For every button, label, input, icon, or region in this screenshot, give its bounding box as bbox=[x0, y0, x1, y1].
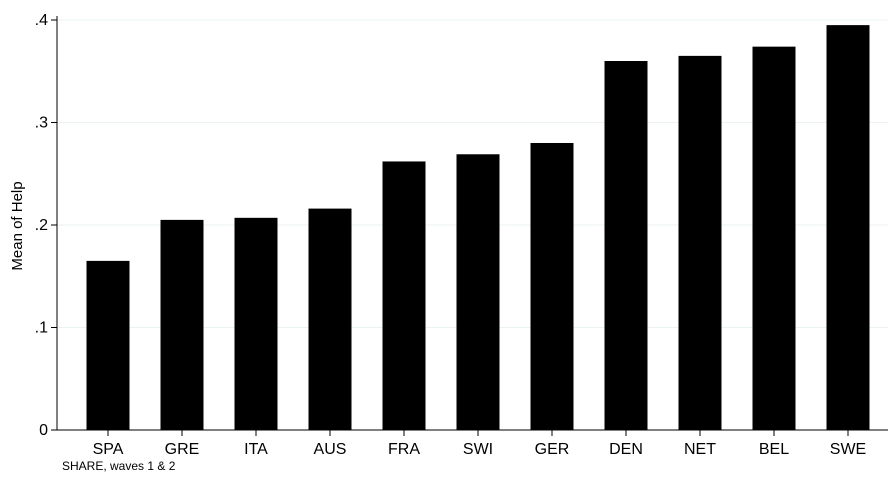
bar-gre bbox=[160, 219, 204, 430]
bar-net bbox=[678, 55, 722, 430]
y-tick-label: 0 bbox=[39, 422, 48, 439]
source-note: SHARE, waves 1 & 2 bbox=[62, 459, 176, 473]
y-tick-label: .3 bbox=[35, 115, 48, 132]
x-tick-label-swi: SWI bbox=[463, 441, 493, 458]
y-tick-label: .2 bbox=[35, 217, 48, 234]
x-tick-label-aus: AUS bbox=[314, 441, 347, 458]
y-tick-label: .1 bbox=[35, 320, 48, 337]
x-tick-label-den: DEN bbox=[609, 441, 643, 458]
bar-ger bbox=[530, 143, 574, 430]
bar-aus bbox=[308, 208, 352, 430]
x-tick-label-fra: FRA bbox=[388, 441, 420, 458]
y-axis-title: Mean of Help bbox=[9, 181, 26, 270]
x-tick-label-swe: SWE bbox=[830, 441, 866, 458]
bar-swe bbox=[826, 25, 870, 430]
y-tick-label: .4 bbox=[35, 12, 48, 29]
bar-den bbox=[604, 61, 648, 430]
x-tick-label-spa: SPA bbox=[93, 441, 124, 458]
bar-bel bbox=[752, 46, 796, 431]
x-tick-label-bel: BEL bbox=[759, 441, 789, 458]
x-tick-label-ita: ITA bbox=[244, 441, 268, 458]
bar-layer bbox=[86, 25, 870, 431]
bar-spa bbox=[86, 260, 130, 430]
label-layer: 0 .1 .2 .3 .4 SPA GRE ITA AUS FRA SWI GER DEN NET BEL S… bbox=[35, 12, 867, 458]
bar-ita bbox=[234, 217, 278, 430]
x-tick-label-ger: GER bbox=[535, 441, 570, 458]
bar-fra bbox=[382, 161, 426, 430]
x-tick-label-gre: GRE bbox=[165, 441, 200, 458]
bar-swi bbox=[456, 154, 500, 430]
axis-layer bbox=[51, 16, 888, 436]
x-tick-label-net: NET bbox=[684, 441, 716, 458]
